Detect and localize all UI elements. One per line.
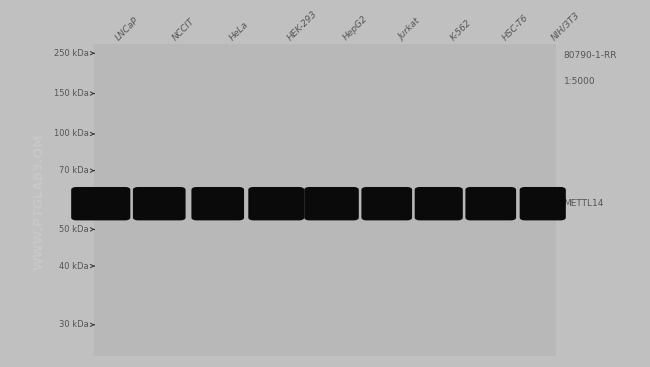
Text: HSC-T6: HSC-T6 xyxy=(500,13,530,42)
Text: 250 kDa: 250 kDa xyxy=(54,49,89,58)
Text: 30 kDa: 30 kDa xyxy=(59,320,89,329)
FancyBboxPatch shape xyxy=(415,187,463,220)
Text: K-562: K-562 xyxy=(448,18,473,42)
Text: METTL14: METTL14 xyxy=(564,199,604,208)
FancyBboxPatch shape xyxy=(361,187,412,220)
Text: HeLa: HeLa xyxy=(227,20,250,42)
Text: WWW.PTGLAB3.OM: WWW.PTGLAB3.OM xyxy=(32,134,46,270)
Text: NCCIT: NCCIT xyxy=(170,17,196,42)
FancyBboxPatch shape xyxy=(72,187,130,220)
Bar xyxy=(94,44,556,356)
FancyBboxPatch shape xyxy=(519,187,566,220)
Text: 150 kDa: 150 kDa xyxy=(54,89,89,98)
FancyBboxPatch shape xyxy=(191,187,244,220)
Text: 70 kDa: 70 kDa xyxy=(59,166,89,175)
Text: 40 kDa: 40 kDa xyxy=(59,262,89,270)
Text: 1:5000: 1:5000 xyxy=(564,77,595,86)
Text: LNCaP: LNCaP xyxy=(114,15,140,42)
FancyBboxPatch shape xyxy=(248,187,304,220)
Text: 100 kDa: 100 kDa xyxy=(54,130,89,138)
Text: 50 kDa: 50 kDa xyxy=(59,225,89,234)
Text: HEK-293: HEK-293 xyxy=(286,9,319,42)
FancyBboxPatch shape xyxy=(133,187,186,220)
FancyBboxPatch shape xyxy=(304,187,359,220)
Text: Jurkat: Jurkat xyxy=(396,17,422,42)
Text: NIH/3T3: NIH/3T3 xyxy=(549,10,581,42)
Text: ←: ← xyxy=(557,199,565,208)
Text: HepG2: HepG2 xyxy=(341,14,369,42)
Text: 80790-1-RR: 80790-1-RR xyxy=(564,51,617,61)
FancyBboxPatch shape xyxy=(465,187,516,220)
